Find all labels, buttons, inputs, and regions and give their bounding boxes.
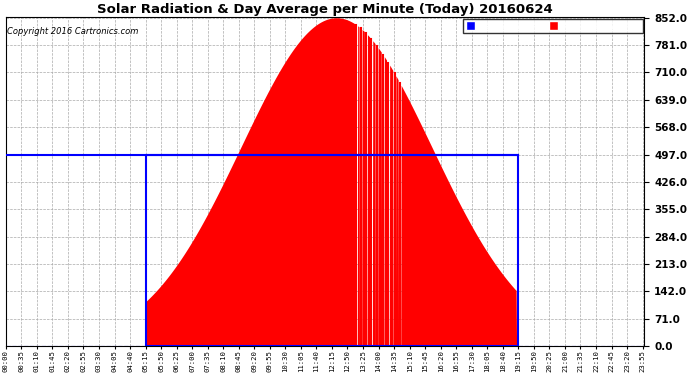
Title: Solar Radiation & Day Average per Minute (Today) 20160624: Solar Radiation & Day Average per Minute… xyxy=(97,3,553,16)
Legend: Median (W/m2), Radiation (W/m2): Median (W/m2), Radiation (W/m2) xyxy=(463,19,642,33)
Text: Copyright 2016 Cartronics.com: Copyright 2016 Cartronics.com xyxy=(7,27,139,36)
Bar xyxy=(146,154,518,346)
